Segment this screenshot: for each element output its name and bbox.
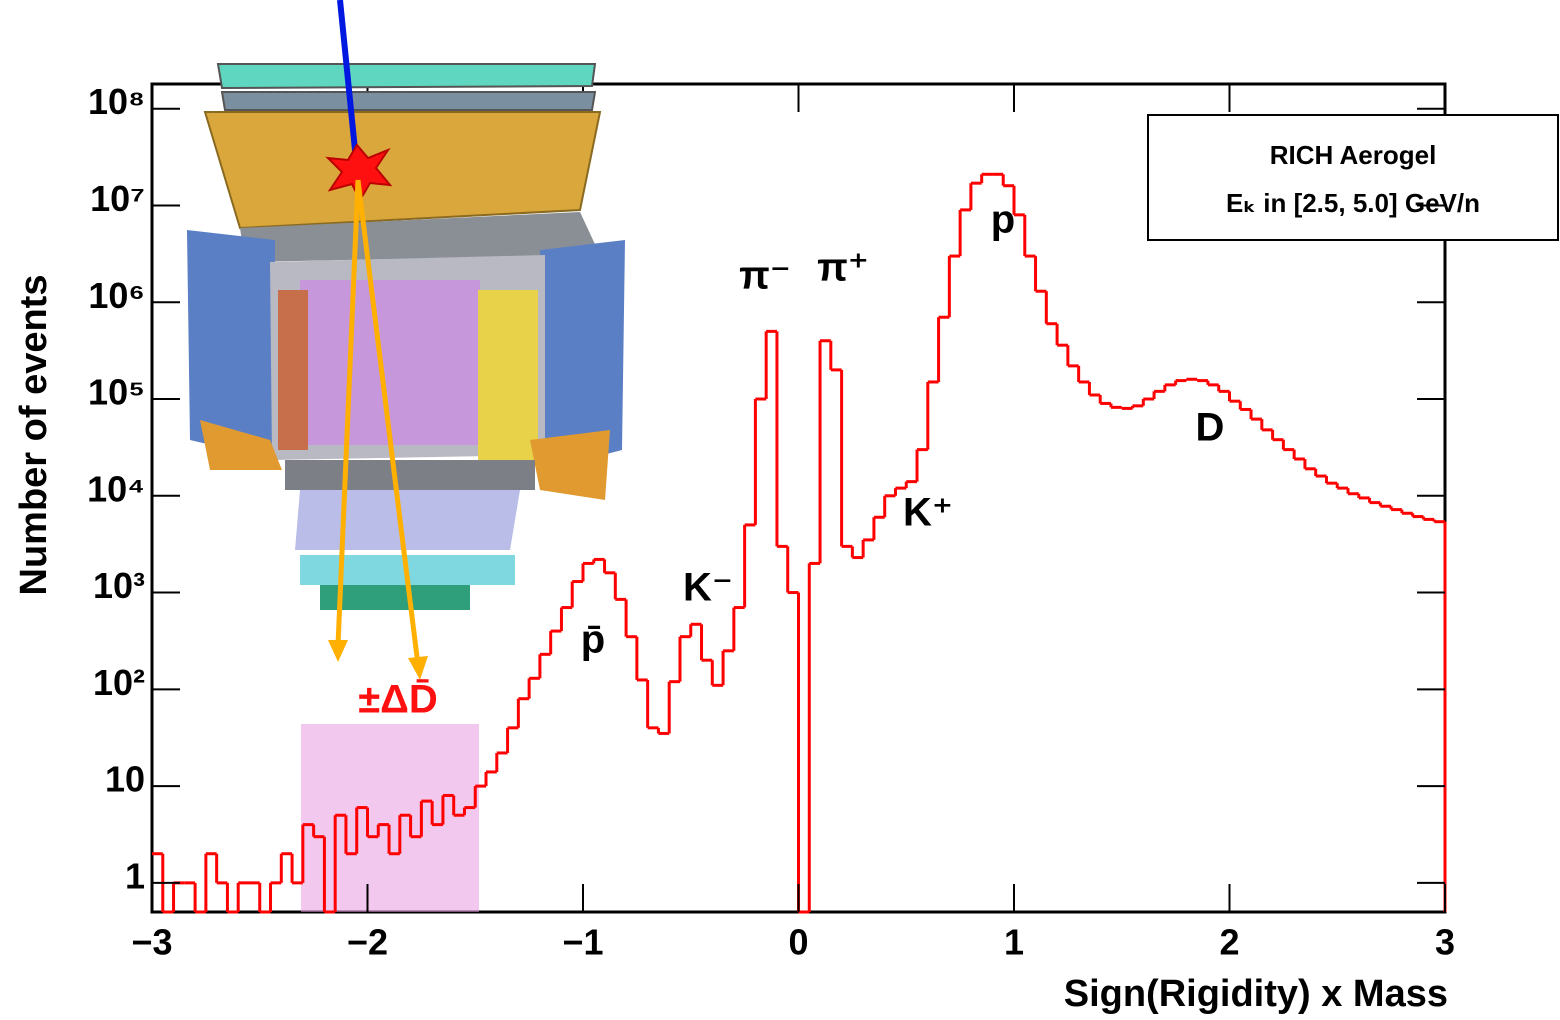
x-tick-label: 0	[788, 922, 808, 963]
y-tick-label: 10⁵	[88, 372, 145, 413]
annotation: D	[1196, 406, 1225, 450]
annotation: π⁻	[739, 254, 791, 298]
annotation: p̄	[581, 618, 605, 662]
y-tick-label: 10²	[93, 662, 145, 703]
legend-text: RICH Aerogel	[1270, 140, 1437, 170]
annotation: π⁺	[817, 246, 869, 290]
y-tick-label: 10⁷	[90, 178, 145, 219]
legend-box	[1148, 115, 1558, 240]
y-axis-title: Number of events	[13, 275, 55, 596]
chart: K±π± RICH Aerogel Eₖ in [2.5, 5.0] GeV/n…	[0, 0, 1560, 1020]
y-tick-label: 10	[105, 759, 145, 800]
annotation: K⁺	[903, 491, 953, 535]
x-tick-label: −2	[347, 922, 388, 963]
x-tick-label: 3	[1435, 922, 1455, 963]
x-tick-label: 1	[1004, 922, 1024, 963]
annotation: K⁻	[683, 566, 733, 610]
y-tick-label: 10³	[93, 565, 145, 606]
y-tick-label: 10⁸	[88, 81, 145, 122]
x-axis-title: Sign(Rigidity) x Mass	[1064, 973, 1448, 1015]
annotation: ±ΔD̄	[358, 678, 438, 722]
y-tick-label: 1	[125, 855, 145, 896]
x-tick-label: −1	[562, 922, 603, 963]
x-tick-label: 2	[1219, 922, 1239, 963]
annotation: p	[991, 198, 1015, 242]
x-tick-label: −3	[131, 922, 172, 963]
highlight-region	[301, 724, 479, 912]
legend-text: Eₖ in [2.5, 5.0] GeV/n	[1226, 188, 1480, 218]
y-tick-label: 10⁶	[88, 275, 145, 316]
y-tick-label: 10⁴	[87, 468, 145, 509]
